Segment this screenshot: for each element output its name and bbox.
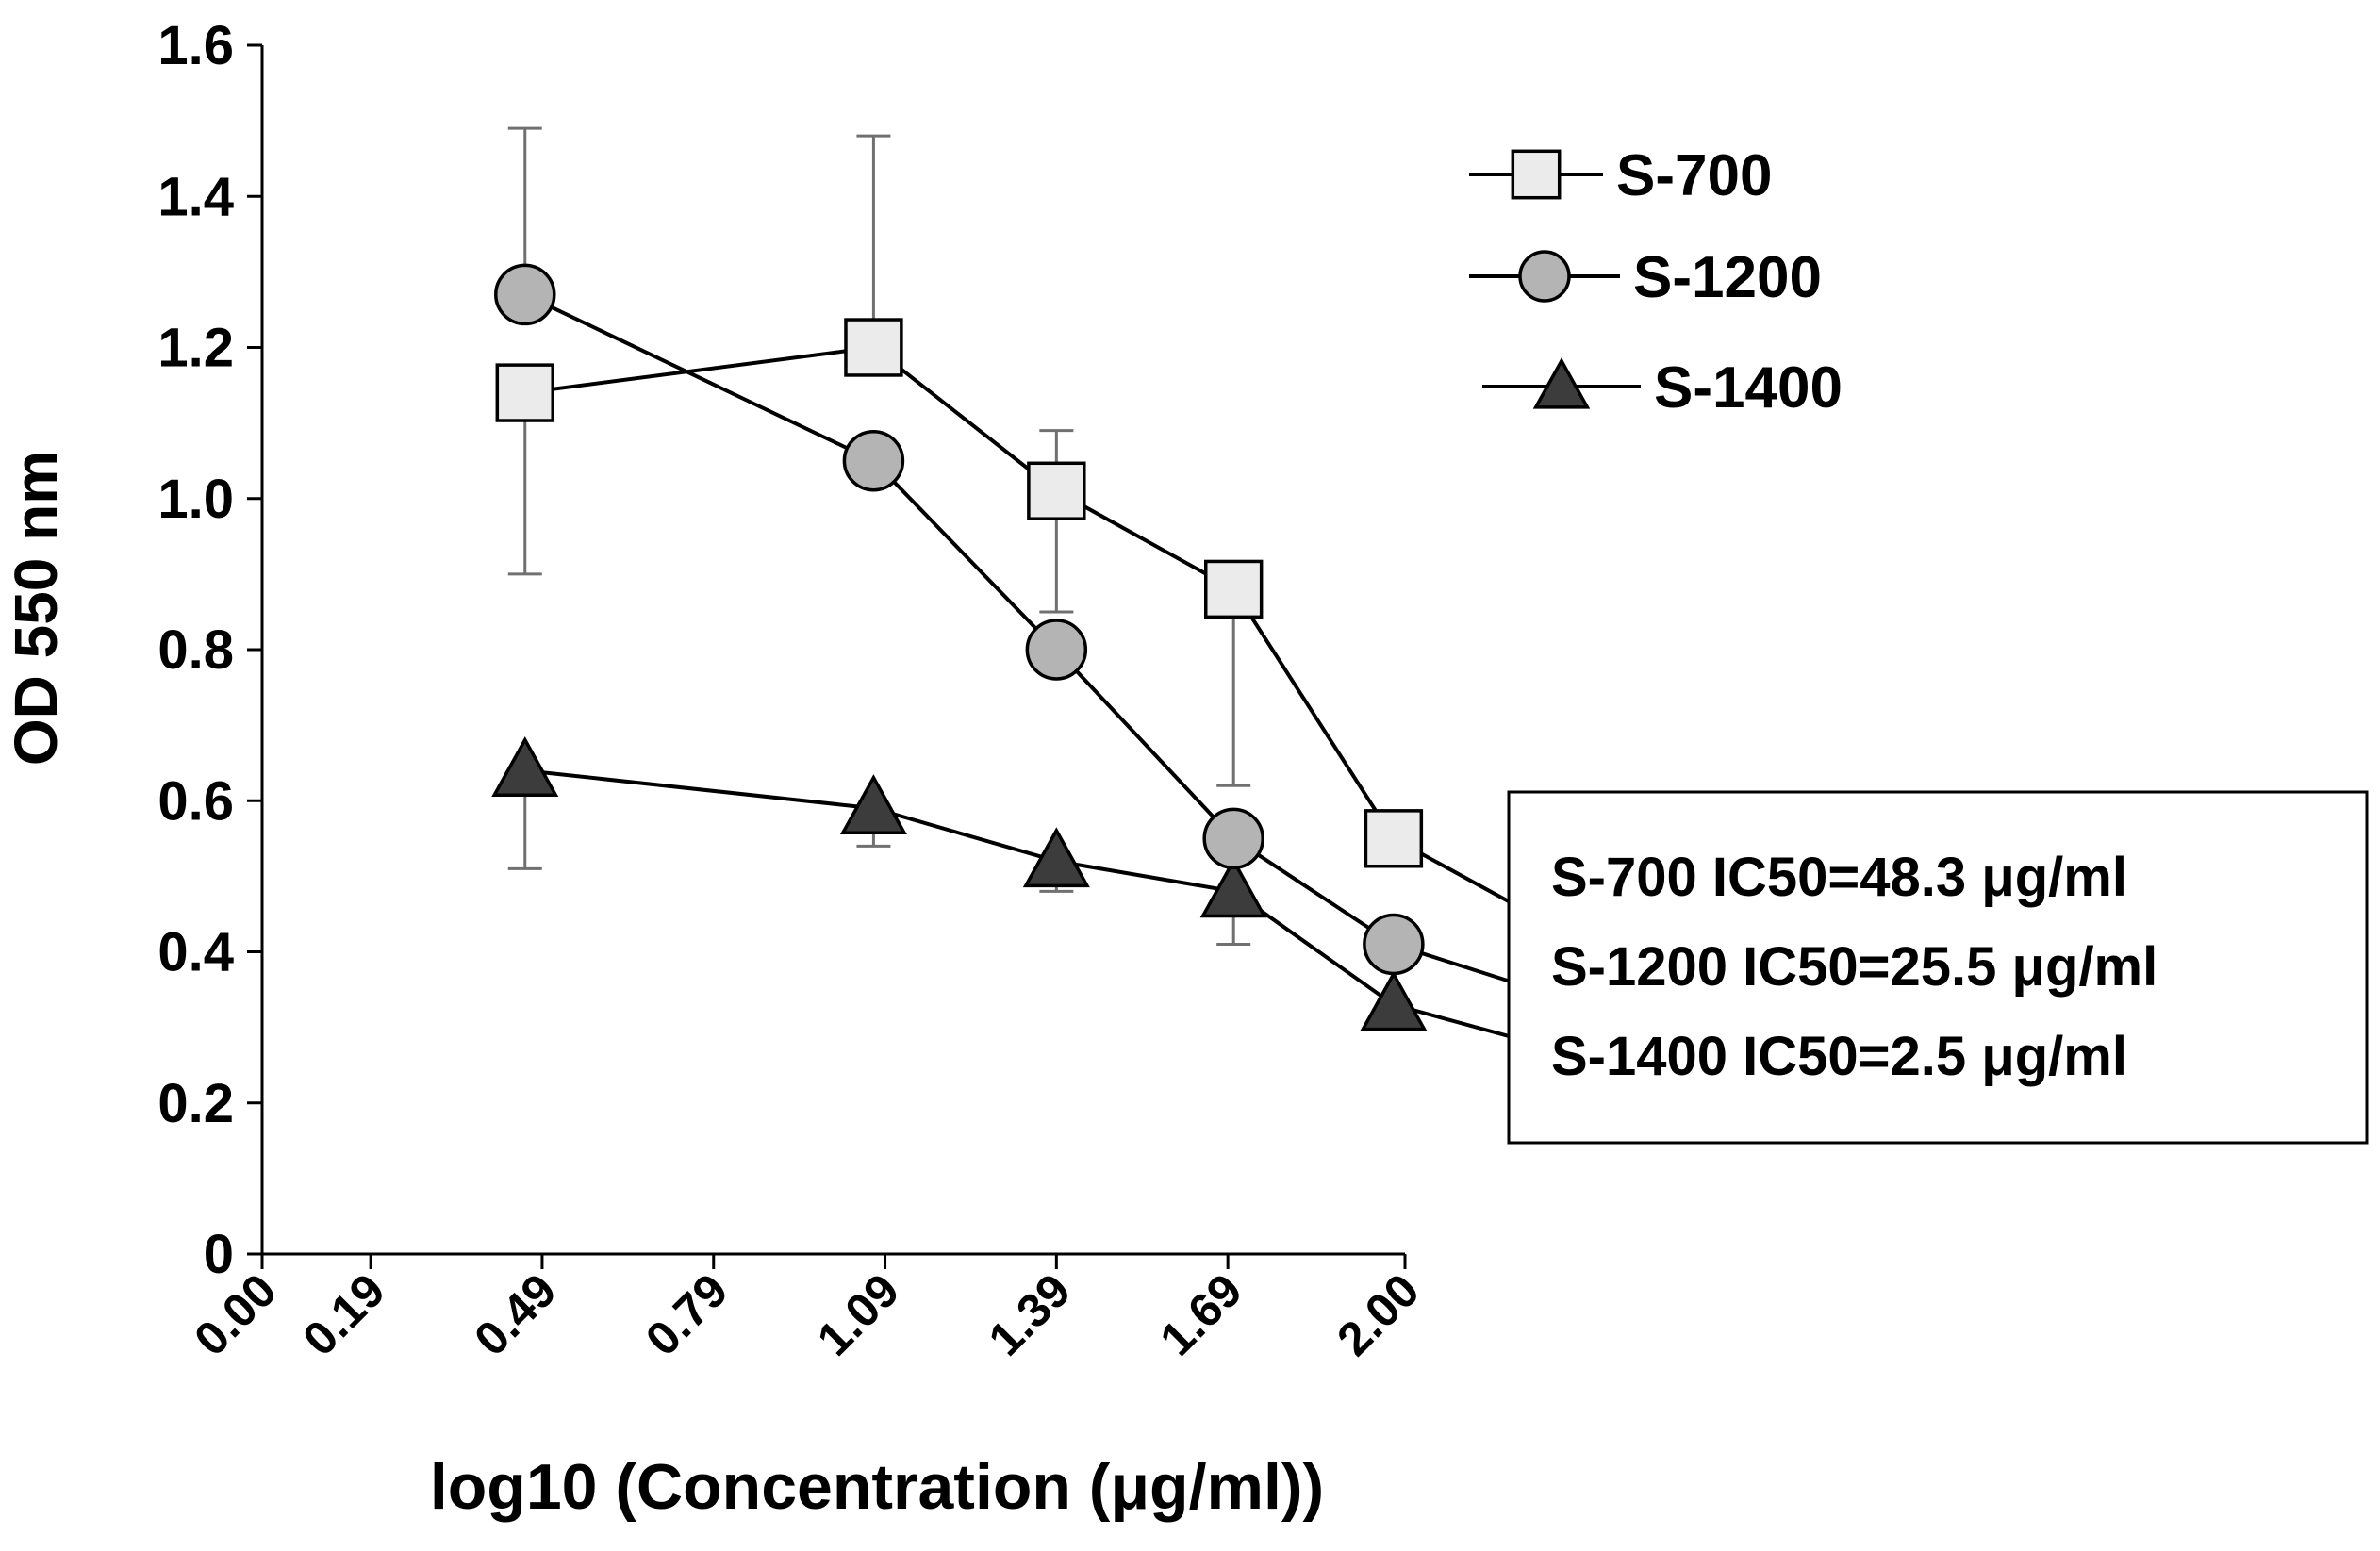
legend-label-s1200: S-1200 xyxy=(1633,245,1822,310)
data-point-s1400 xyxy=(491,736,559,797)
legend: S-700 S-1200 S-1400 xyxy=(1469,143,1843,421)
annotation-line-s700: S-700 IC50=48.3 μg/ml xyxy=(1551,847,2127,908)
series-line-s1200 xyxy=(523,292,1669,1037)
y-tick-label: 1.6 xyxy=(157,15,234,76)
annotation-box-frame xyxy=(1507,790,2369,1145)
x-tick-label: 2.00 xyxy=(1327,1263,1429,1365)
x-tick-label: 1.09 xyxy=(807,1263,909,1365)
legend-label-s1400: S-1400 xyxy=(1654,355,1843,421)
series-line-s1400 xyxy=(524,768,1669,1090)
y-tick-label: 0.8 xyxy=(157,619,234,681)
x-tick-label: 0.19 xyxy=(292,1263,394,1365)
x-axis-label: log10 (Concentration (μg/ml)) xyxy=(430,1451,1324,1523)
data-point-s700 xyxy=(1027,461,1086,520)
y-tick-label: 1.0 xyxy=(157,469,234,530)
y-tick-label: 0.6 xyxy=(157,770,234,832)
data-point-s1400 xyxy=(1360,970,1428,1031)
data-point-s1200 xyxy=(842,429,905,492)
data-point-s1200 xyxy=(1202,807,1264,870)
legend-marker-s700 xyxy=(1511,149,1562,200)
data-point-s1200 xyxy=(1025,619,1088,681)
data-point-s700 xyxy=(495,363,554,422)
data-point-s700 xyxy=(844,318,903,377)
y-tick-label: 1.2 xyxy=(157,318,234,379)
data-point-s1400 xyxy=(1199,857,1267,918)
x-tick-label: 0.00 xyxy=(184,1263,286,1365)
annotation-line-s1200: S-1200 IC50=25.5 μg/ml xyxy=(1551,936,2157,998)
data-point-s700 xyxy=(1204,559,1264,619)
data-point-s1400 xyxy=(1022,827,1090,888)
y-tick-label: 0.4 xyxy=(157,922,234,983)
y-tick-label: 0.2 xyxy=(157,1073,234,1134)
data-point-s1400 xyxy=(839,774,907,835)
x-tick-label: 1.39 xyxy=(979,1263,1081,1365)
data-point-s1200 xyxy=(1363,913,1425,976)
x-tick-label: 1.69 xyxy=(1149,1263,1251,1365)
y-axis-label: OD 550 nm xyxy=(2,451,70,766)
legend-label-s700: S-700 xyxy=(1616,143,1772,208)
x-tick-label: 0.79 xyxy=(636,1263,737,1365)
x-tick-label: 0.49 xyxy=(464,1263,566,1365)
series-line-s700 xyxy=(524,345,1670,1066)
y-tick-label: 1.4 xyxy=(157,166,234,227)
legend-marker-s1200 xyxy=(1518,250,1571,303)
ic50-annotation-box: S-700 IC50=48.3 μg/ml S-1200 IC50=25.5 μ… xyxy=(1507,790,2369,1145)
legend-marker-s1400 xyxy=(1532,357,1591,409)
axes: 0 0.2 0.4 0.6 0.8 1.0 1.2 1.4 1.6 0.00 0.19 0.49 0.7… xyxy=(157,15,1429,1366)
annotation-line-s1400: S-1400 IC50=2.5 μg/ml xyxy=(1551,1026,2127,1087)
y-tick-label: 0 xyxy=(204,1224,234,1285)
data-point-s700 xyxy=(1364,809,1424,868)
data-point-s1200 xyxy=(494,263,556,326)
series-lines xyxy=(523,292,1670,1090)
